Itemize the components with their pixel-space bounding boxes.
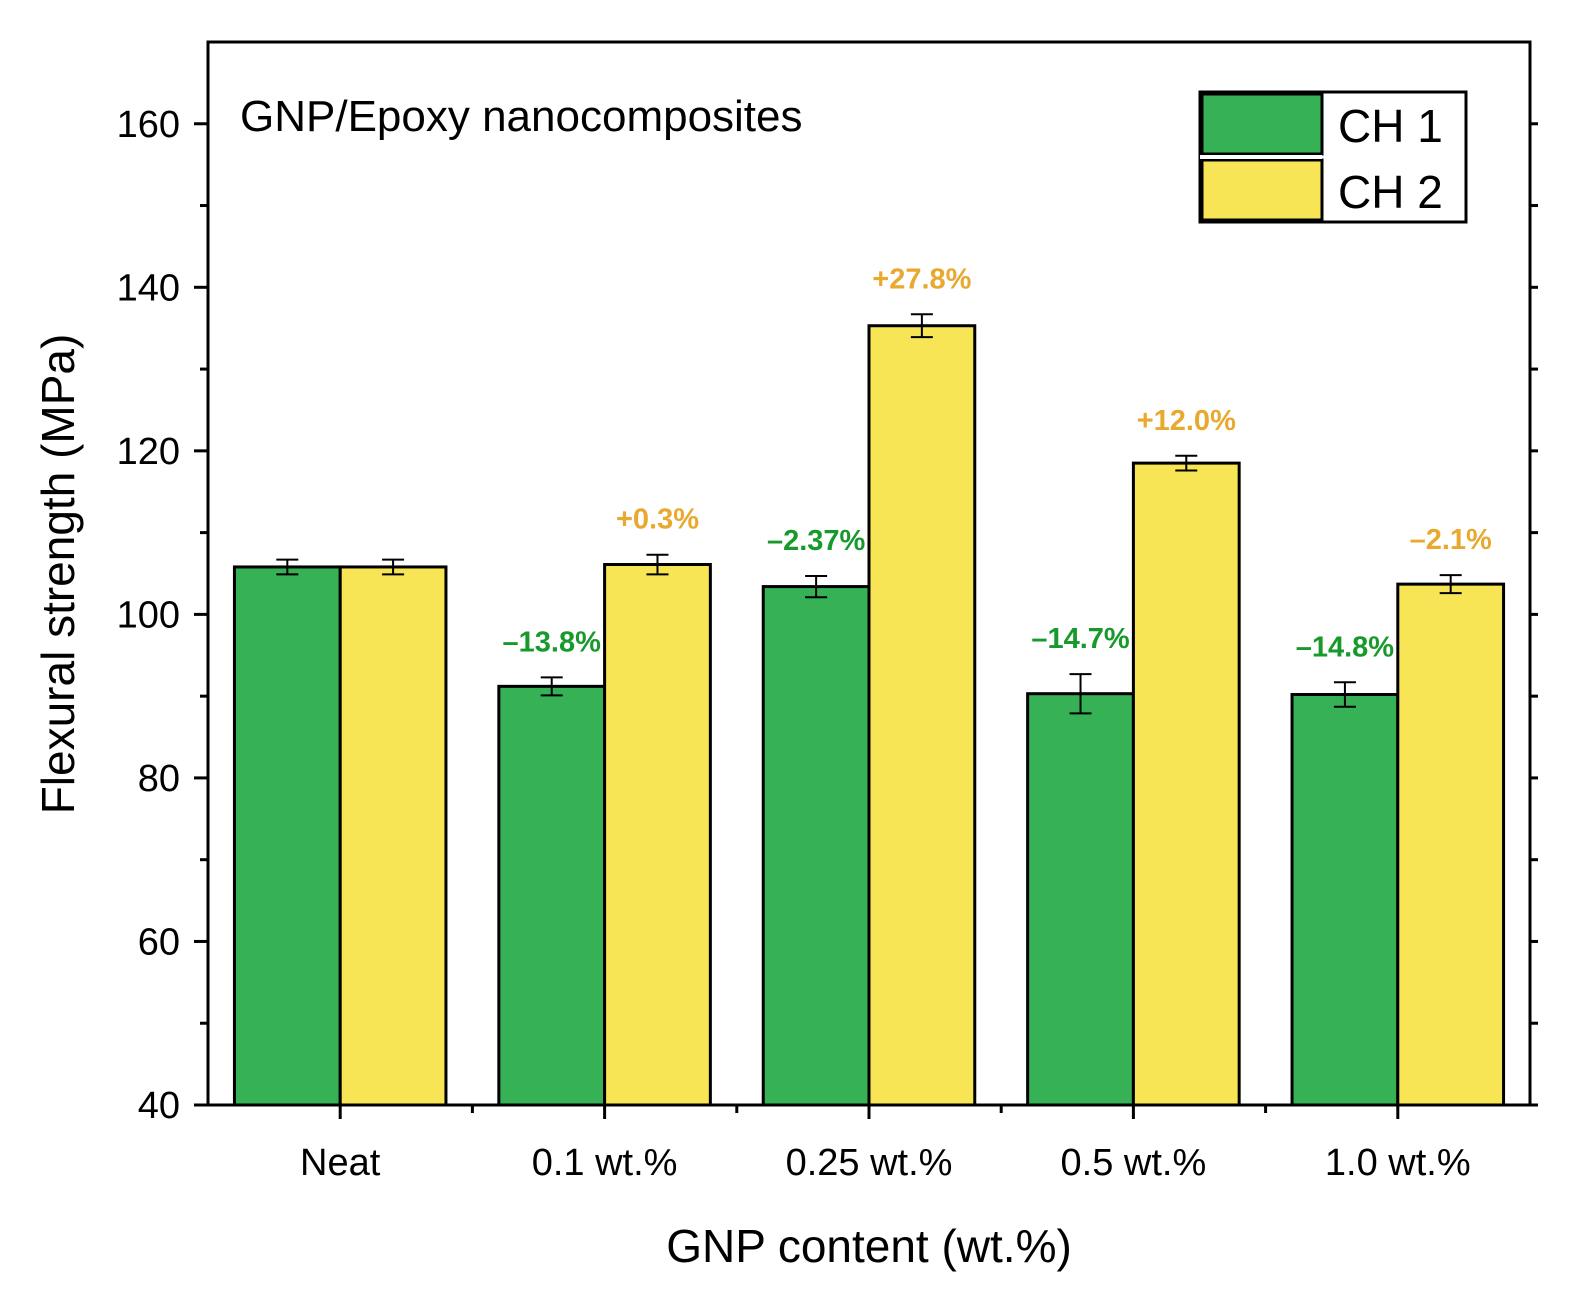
bar-ch-1-0-25-wt [761,585,871,1107]
legend-swatch-ch1 [1200,92,1324,156]
bar-ch-1-0-1-wt [497,684,607,1107]
x-axis-title: GNP content (wt.%) [666,1220,1072,1272]
x-tick-label-1-0-wt: 1.0 wt.% [1325,1142,1471,1184]
bars-layer [232,324,1506,1107]
bar-ch-1-0-5-wt [1026,692,1135,1107]
legend-swatch-ch2 [1200,158,1324,222]
bar-ch-1-neat [232,565,342,1107]
y-tick-label-140: 140 [117,267,180,309]
chart-title: GNP/Epoxy nanocomposites [240,92,803,141]
data-label-ch-2-0-5-wt: +12.0% [1137,405,1236,437]
legend: CH 1 CH 2 [1198,90,1468,224]
data-label-ch-2-0-25-wt: +27.8% [872,263,971,295]
y-tick-label-60: 60 [138,921,180,963]
y-tick-label-160: 160 [117,104,180,146]
bar-ch-2-0-1-wt [603,563,712,1107]
data-label-ch-2-1-0-wt: –2.1% [1410,524,1492,556]
y-tick-label-80: 80 [138,758,180,800]
bar-ch-2-neat [338,565,448,1107]
ticks-layer: Neat 0.1 wt.% 0.25 wt.% 0.5 wt.% 1.0 wt.% 40 6… [117,104,1538,1184]
bar-ch-2-0-25-wt [867,324,977,1107]
bar-ch-1-1-0-wt [1290,693,1400,1107]
annotations-layer: –13.8% +0.3% –2.37% +27.8% –14.7% +12.0% –14.8… [503,263,1492,663]
y-tick-label-120: 120 [117,431,180,473]
x-tick-label-0-1-wt: 0.1 wt.% [532,1142,678,1184]
bar-ch-2-0-5-wt [1131,461,1241,1107]
legend-label-ch2: CH 2 [1338,166,1443,218]
legend-label-ch1: CH 1 [1338,100,1443,152]
x-tick-label-0-25-wt: 0.25 wt.% [786,1142,953,1184]
error-bars-layer [276,313,1462,715]
bar-ch-2-1-0-wt [1396,582,1506,1107]
y-tick-label-100: 100 [117,594,180,636]
y-tick-label-40: 40 [138,1085,180,1127]
data-label-ch-1-0-1-wt: –13.8% [503,626,602,658]
data-label-ch-1-1-0-wt: –14.8% [1296,631,1395,663]
data-label-ch-1-0-5-wt: –14.7% [1031,623,1130,655]
data-label-ch-1-0-25-wt: –2.37% [767,525,866,557]
y-axis-title: Flexural strength (MPa) [32,334,84,815]
x-tick-label-0-5-wt: 0.5 wt.% [1061,1142,1207,1184]
x-tick-label-neat: Neat [300,1142,381,1184]
data-label-ch-2-0-1-wt: +0.3% [616,504,699,536]
